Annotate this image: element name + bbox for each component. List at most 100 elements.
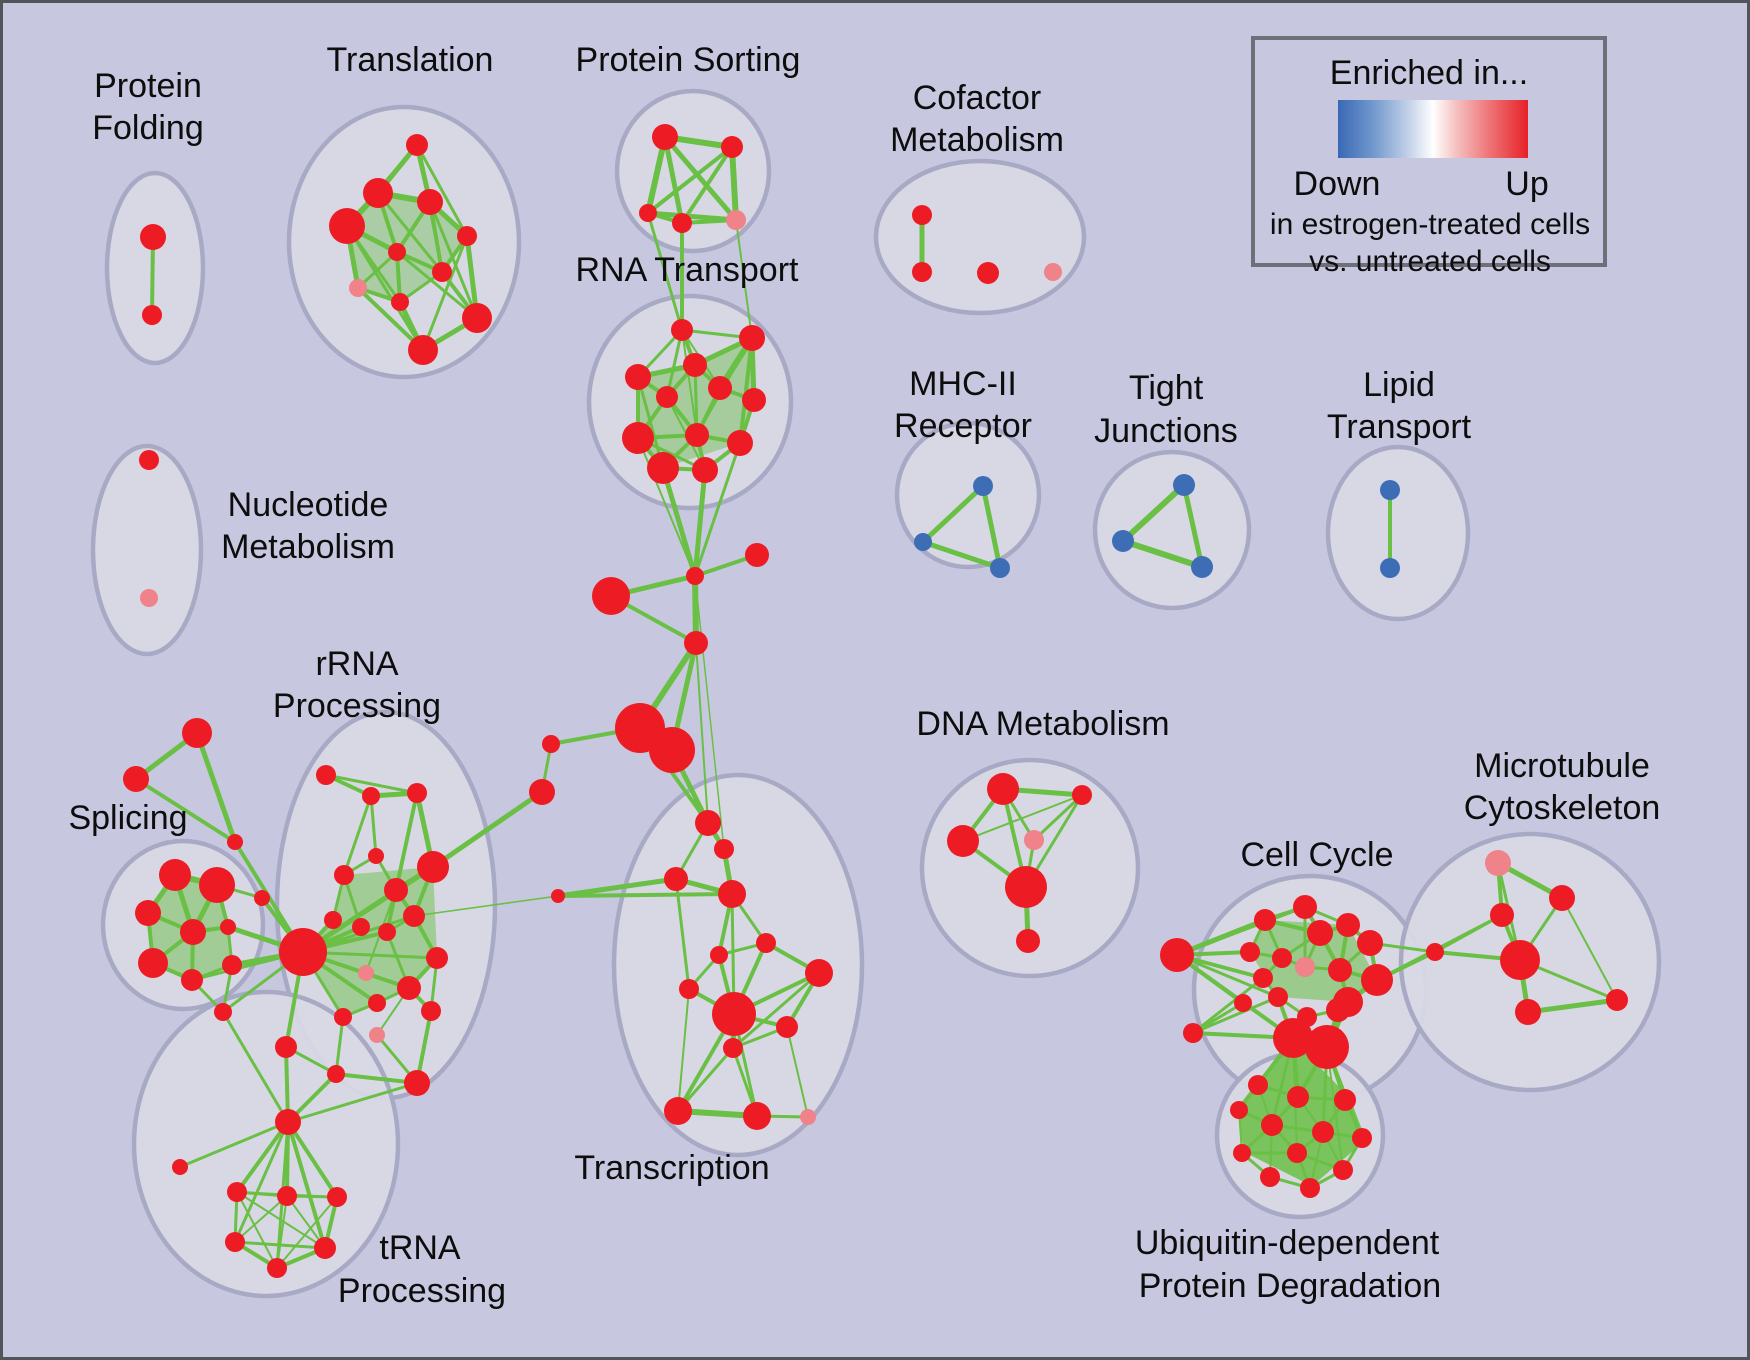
node-red-upregulated bbox=[417, 851, 449, 883]
legend-up-label: Up bbox=[1505, 165, 1548, 203]
node-red-upregulated bbox=[1287, 1086, 1309, 1108]
legend-gradient-bar bbox=[1338, 100, 1528, 158]
node-blue-downregulated bbox=[1191, 556, 1213, 578]
node-red-upregulated bbox=[397, 976, 421, 1000]
node-red-upregulated bbox=[647, 452, 679, 484]
node-red-upregulated bbox=[421, 1001, 441, 1021]
network-edge bbox=[920, 483, 986, 545]
node-red-upregulated bbox=[776, 1016, 798, 1038]
cluster-label-protein-folding: Protein bbox=[94, 67, 202, 105]
cluster-label-microtubule-cytoskeleton: Microtubule bbox=[1474, 747, 1650, 785]
network-edge bbox=[662, 134, 739, 223]
node-red-upregulated bbox=[327, 1065, 345, 1083]
node-red-upregulated bbox=[462, 303, 492, 333]
node-red-upregulated bbox=[714, 839, 734, 859]
legend-subtitle-line2: vs. untreated cells bbox=[1309, 245, 1551, 278]
network-edge bbox=[1191, 995, 1280, 1035]
network-edge bbox=[369, 794, 378, 858]
node-red-upregulated bbox=[1305, 1025, 1349, 1069]
node-red-upregulated bbox=[275, 1036, 297, 1058]
node-red-upregulated bbox=[712, 992, 756, 1036]
node-red-upregulated bbox=[1230, 1101, 1248, 1119]
node-red-upregulated bbox=[742, 388, 766, 412]
node-blue-downregulated bbox=[1112, 530, 1134, 552]
network-edge bbox=[731, 971, 821, 1050]
cluster-ellipse-tight-junctions bbox=[1092, 449, 1252, 611]
network-edge bbox=[555, 876, 679, 899]
node-red-upregulated bbox=[388, 243, 406, 261]
node-blue-downregulated bbox=[973, 476, 993, 496]
node-pink-upregulated bbox=[800, 1109, 816, 1125]
network-edge bbox=[637, 437, 696, 577]
network-edge bbox=[920, 539, 1003, 571]
node-red-upregulated bbox=[679, 979, 699, 999]
node-red-upregulated bbox=[225, 1232, 245, 1252]
node-red-upregulated bbox=[138, 948, 168, 978]
network-edge bbox=[738, 336, 754, 445]
node-red-upregulated bbox=[327, 1187, 347, 1207]
network-edge bbox=[221, 1010, 290, 1124]
node-red-upregulated bbox=[267, 1258, 287, 1278]
node-red-upregulated bbox=[912, 262, 932, 282]
network-edge bbox=[394, 791, 419, 892]
network-edge bbox=[134, 777, 237, 844]
node-red-upregulated bbox=[275, 1109, 301, 1135]
cluster-label-ubiquitin-degradation: Protein Degradation bbox=[1139, 1267, 1441, 1305]
node-red-upregulated bbox=[1300, 1178, 1320, 1198]
legend-box bbox=[1251, 36, 1607, 267]
legend-down-label: Down bbox=[1294, 165, 1381, 203]
node-red-upregulated bbox=[142, 305, 162, 325]
network-edge bbox=[695, 642, 709, 824]
network-edge bbox=[980, 483, 1003, 571]
network-edge bbox=[1120, 482, 1187, 544]
node-red-upregulated bbox=[334, 1008, 352, 1026]
node-red-upregulated bbox=[182, 718, 212, 748]
node-red-upregulated bbox=[622, 422, 654, 454]
node-red-upregulated bbox=[1352, 1128, 1372, 1148]
network-edge bbox=[178, 1120, 290, 1169]
node-red-upregulated bbox=[316, 765, 336, 785]
node-red-upregulated bbox=[1312, 1121, 1334, 1143]
node-red-upregulated bbox=[404, 1070, 430, 1096]
node-red-upregulated bbox=[671, 319, 693, 341]
network-edge bbox=[236, 1191, 326, 1249]
node-red-upregulated bbox=[723, 1038, 743, 1058]
node-red-upregulated bbox=[727, 430, 753, 456]
node-red-upregulated bbox=[384, 878, 408, 902]
node-red-upregulated bbox=[756, 933, 776, 953]
node-red-upregulated bbox=[180, 919, 206, 945]
node-red-upregulated bbox=[1261, 1114, 1283, 1136]
node-red-upregulated bbox=[1293, 895, 1317, 919]
node-red-upregulated bbox=[135, 900, 161, 926]
node-red-upregulated bbox=[1490, 903, 1514, 927]
cluster-label-splicing: Splicing bbox=[68, 799, 187, 837]
node-red-upregulated bbox=[139, 450, 159, 470]
network-edge bbox=[693, 441, 742, 578]
cluster-label-transcription: Transcription bbox=[574, 1149, 769, 1187]
network-edge bbox=[1181, 482, 1205, 570]
node-red-upregulated bbox=[1183, 1023, 1203, 1043]
node-red-upregulated bbox=[172, 1159, 188, 1175]
node-red-upregulated bbox=[1234, 994, 1252, 1012]
node-red-upregulated bbox=[664, 867, 688, 891]
node-pink-upregulated bbox=[349, 279, 367, 297]
node-red-upregulated bbox=[277, 1186, 297, 1206]
network-edge bbox=[286, 1120, 339, 1199]
cluster-label-tight-junctions: Tight bbox=[1129, 369, 1204, 407]
cluster-label-tight-junctions: Junctions bbox=[1094, 412, 1238, 450]
cluster-ellipse-protein-folding bbox=[104, 170, 206, 366]
cluster-label-cofactor-metabolism: Cofactor bbox=[913, 79, 1042, 117]
node-blue-downregulated bbox=[990, 558, 1010, 578]
node-red-upregulated bbox=[324, 911, 342, 929]
network-edge bbox=[235, 1120, 290, 1194]
cluster-ellipse-cofactor-metabolism bbox=[873, 158, 1087, 316]
node-red-upregulated bbox=[1268, 987, 1288, 1007]
node-red-upregulated bbox=[1549, 885, 1575, 911]
node-red-upregulated bbox=[684, 631, 708, 655]
node-red-upregulated bbox=[947, 825, 979, 857]
node-red-upregulated bbox=[743, 1102, 771, 1130]
node-red-upregulated bbox=[1336, 913, 1360, 937]
